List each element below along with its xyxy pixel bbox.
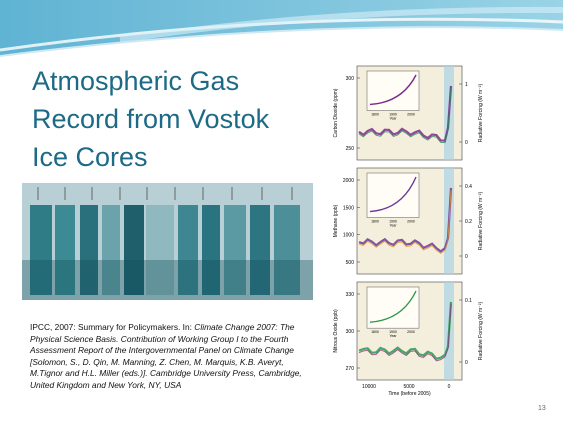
y-tick-label: 1000 (343, 233, 354, 239)
inset-curve (369, 74, 417, 106)
y-tick-label: 300 (346, 329, 355, 335)
ipcc-figure: 1800 1900 2000 Year 300 250 1 0 Carbon Dioxide (… (333, 65, 484, 397)
right-tick-label: 1 (465, 82, 468, 88)
inset-x-label: Year (389, 224, 397, 228)
inset-x-tick-label: 1800 (371, 330, 379, 334)
y-tick-label: 2000 (343, 178, 354, 184)
x-tick-label: 0 (448, 384, 451, 390)
record-curve (358, 189, 452, 254)
right-tick-label: 0.4 (465, 184, 472, 190)
inset-x-tick-label: 1900 (389, 330, 397, 334)
citation-italic: Climate Change 2007: The Physical Scienc… (30, 322, 302, 390)
x-tick-label: 10000 (362, 384, 376, 390)
inset (366, 172, 420, 218)
inset-x-tick-label: 1800 (371, 220, 379, 224)
x-axis-label: Time (before 2005) (388, 391, 431, 397)
y-tick-label: 300 (346, 76, 355, 82)
citation-plain: IPCC, 2007: Summary for Policymakers. In… (30, 322, 195, 332)
record-curve (358, 87, 452, 144)
record-curve (358, 303, 452, 362)
y-tick-label: 270 (346, 366, 355, 372)
right-tick-label: 0 (465, 254, 468, 260)
y-tick-label: 500 (346, 260, 355, 266)
right-axis-label: Radiative Forcing (W m⁻²) (478, 302, 484, 361)
inset-curve (369, 290, 417, 323)
right-tick-label: 0 (465, 360, 468, 366)
citation: IPCC, 2007: Summary for Policymakers. In… (30, 322, 318, 391)
header-swoosh (119, 6, 563, 43)
inset-x-tick-label: 1800 (371, 112, 379, 116)
inset-curve (369, 176, 417, 213)
x-tick-label: 5000 (403, 384, 414, 390)
slide-title: Atmospheric Gas Record from Vostok Ice C… (32, 66, 270, 172)
inset-x-label: Year (389, 334, 397, 338)
right-tick-label: 0.2 (465, 219, 472, 225)
record-curve (358, 85, 453, 142)
y-tick-label: 330 (346, 292, 355, 298)
y-axis-label: Nitrous Oxide (ppb) (333, 309, 339, 353)
record-curve (358, 301, 453, 361)
inset-x-tick-label: 2000 (407, 112, 415, 116)
right-axis-label: Radiative Forcing (W m⁻²) (478, 84, 484, 143)
inset-x-tick-label: 2000 (407, 220, 415, 224)
inset-x-label: Year (389, 116, 397, 120)
ice-core-photo (22, 183, 313, 300)
right-axis-label: Radiative Forcing (W m⁻²) (478, 192, 484, 251)
y-tick-label: 250 (346, 146, 355, 152)
inset-x-tick-label: 1900 (389, 220, 397, 224)
right-tick-label: 0 (465, 140, 468, 146)
inset-x-tick-label: 2000 (407, 330, 415, 334)
y-axis-label: Methane (ppb) (333, 204, 339, 237)
page-number: 13 (538, 405, 546, 412)
y-tick-label: 1500 (343, 205, 354, 211)
record-curve (358, 187, 453, 253)
y-axis-label: Carbon Dioxide (ppm) (333, 88, 339, 137)
header-swoosh (0, 26, 563, 57)
inset-x-tick-label: 1900 (389, 112, 397, 116)
right-tick-label: 0.1 (465, 298, 472, 304)
